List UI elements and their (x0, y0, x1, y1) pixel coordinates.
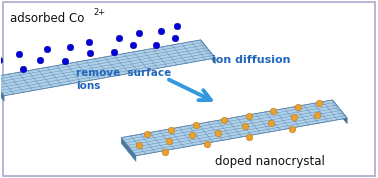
Polygon shape (121, 138, 136, 161)
Polygon shape (332, 100, 347, 124)
Polygon shape (121, 100, 347, 156)
Polygon shape (0, 40, 215, 96)
Polygon shape (0, 78, 4, 101)
Text: doped nanocrystal: doped nanocrystal (215, 155, 325, 168)
Text: remove  surface
ions: remove surface ions (76, 68, 171, 91)
Text: 2+: 2+ (94, 9, 106, 17)
Text: adsorbed Co: adsorbed Co (10, 12, 85, 25)
Polygon shape (201, 40, 215, 64)
Text: ion diffusion: ion diffusion (212, 54, 290, 64)
FancyBboxPatch shape (3, 2, 375, 176)
